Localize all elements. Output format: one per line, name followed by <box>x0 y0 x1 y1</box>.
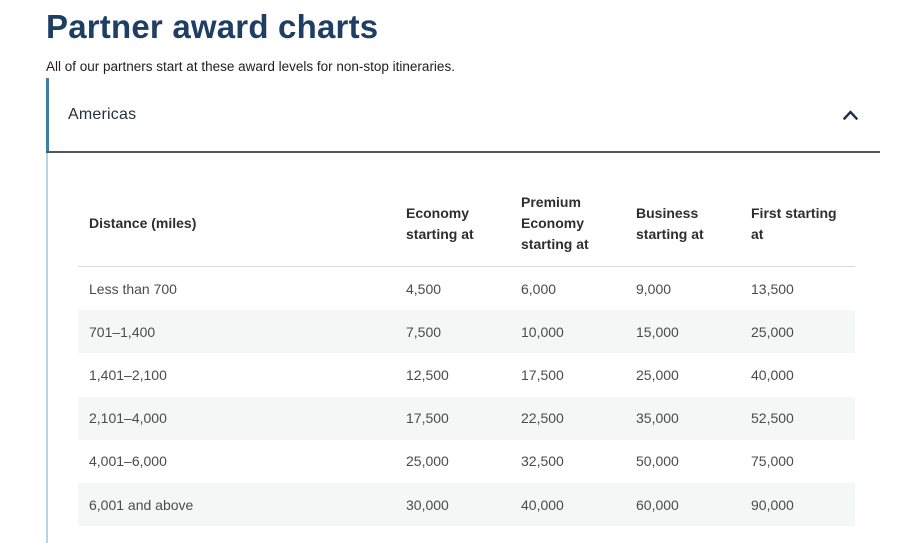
distance-cell: 1,401–2,100 <box>89 366 167 383</box>
business-cell: 50,000 <box>636 453 679 470</box>
table-row: 701–1,400 7,500 10,000 15,000 25,000 <box>78 310 855 354</box>
distance-cell: Less than 700 <box>89 280 177 297</box>
premium-economy-cell: 32,500 <box>521 453 564 470</box>
economy-cell: 30,000 <box>406 496 449 513</box>
column-header-distance: Distance (miles) <box>89 215 197 231</box>
premium-economy-cell: 17,500 <box>521 366 564 383</box>
table-row: 2,101–4,000 17,500 22,500 35,000 52,500 <box>78 396 855 440</box>
first-cell: 13,500 <box>751 280 794 297</box>
economy-cell: 17,500 <box>406 410 449 427</box>
column-header-business: Business starting at <box>636 204 704 242</box>
accordion-header-americas[interactable]: Americas <box>46 78 880 151</box>
accordion-divider <box>46 151 880 153</box>
distance-cell: 4,001–6,000 <box>89 453 167 470</box>
premium-economy-cell: 10,000 <box>521 323 564 340</box>
accordion-panel: Distance (miles) Economy starting at Pre… <box>46 153 880 543</box>
distance-cell: 2,101–4,000 <box>89 410 167 427</box>
economy-cell: 7,500 <box>406 323 442 340</box>
column-header-premium-economy: Premium Economy starting at <box>521 194 589 252</box>
americas-accordion: Americas Distance (miles) Economy starti… <box>46 78 880 543</box>
premium-economy-cell: 6,000 <box>521 280 557 297</box>
economy-cell: 4,500 <box>406 280 442 297</box>
first-cell: 52,500 <box>751 410 794 427</box>
business-cell: 25,000 <box>636 366 679 383</box>
page-subtitle: All of our partners start at these award… <box>46 59 455 74</box>
accordion-label: Americas <box>68 105 137 123</box>
business-cell: 60,000 <box>636 496 679 513</box>
column-header-first: First starting at <box>751 204 837 242</box>
first-cell: 75,000 <box>751 453 794 470</box>
table-row: Less than 700 4,500 6,000 9,000 13,500 <box>78 267 855 311</box>
distance-cell: 701–1,400 <box>89 323 156 340</box>
distance-cell: 6,001 and above <box>89 496 194 513</box>
table-row: 4,001–6,000 25,000 32,500 50,000 75,000 <box>78 439 855 483</box>
first-cell: 90,000 <box>751 496 794 513</box>
premium-economy-cell: 22,500 <box>521 410 564 427</box>
premium-economy-cell: 40,000 <box>521 496 564 513</box>
table-row: 1,401–2,100 12,500 17,500 25,000 40,000 <box>78 353 855 397</box>
business-cell: 15,000 <box>636 323 679 340</box>
economy-cell: 12,500 <box>406 366 449 383</box>
business-cell: 9,000 <box>636 280 672 297</box>
table-row: 6,001 and above 30,000 40,000 60,000 90,… <box>78 482 855 527</box>
business-cell: 35,000 <box>636 410 679 427</box>
first-cell: 25,000 <box>751 323 794 340</box>
page-title: Partner award charts <box>46 8 379 45</box>
award-table: Distance (miles) Economy starting at Pre… <box>78 181 855 527</box>
table-header-row: Distance (miles) Economy starting at Pre… <box>78 181 855 267</box>
economy-cell: 25,000 <box>406 453 449 470</box>
column-header-economy: Economy starting at <box>406 204 474 242</box>
chevron-up-icon[interactable] <box>843 109 858 120</box>
first-cell: 40,000 <box>751 366 794 383</box>
